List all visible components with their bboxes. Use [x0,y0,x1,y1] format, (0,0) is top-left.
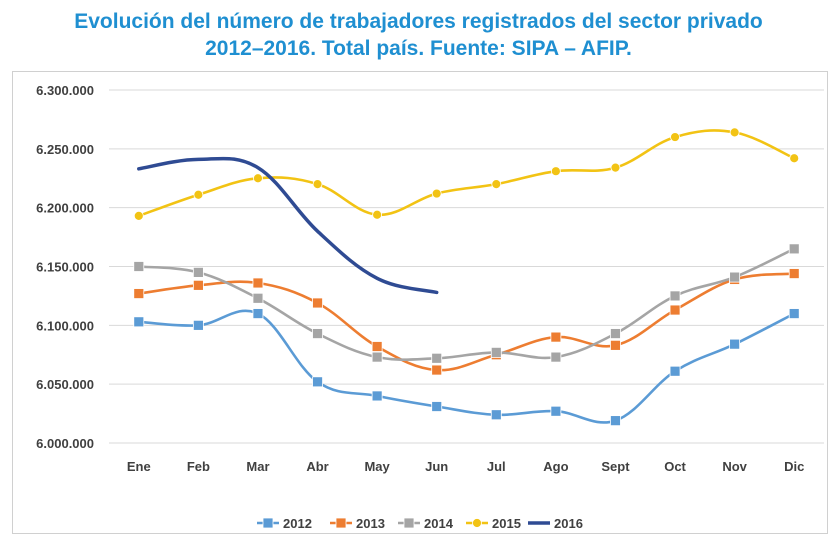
data-point-2013 [550,331,562,343]
data-point-2013 [192,279,204,291]
data-point-2014 [610,328,621,339]
data-point-2014 [788,243,800,255]
x-tick-label: Oct [664,459,686,474]
data-point-2015 [193,189,204,200]
series-line-2016 [137,156,439,295]
x-tick-label: Jul [487,459,506,474]
data-point-2014 [252,292,264,304]
chart-title-line-2: 2012–2016. Total país. Fuente: SIPA – AF… [205,37,632,60]
data-point-2012 [788,308,800,319]
data-point-2014 [371,351,383,363]
data-point-2015 [729,127,740,138]
chart-title: Evolución del número de trabajadores reg… [0,8,837,62]
y-tick-label: 6.050.000 [36,377,94,392]
x-tick-label: Feb [187,459,210,474]
y-tick-label: 6.150.000 [36,260,94,275]
series-line-2012 [137,309,796,424]
data-point-2015 [372,209,383,220]
y-tick-label: 6.100.000 [36,318,94,333]
y-tick-label: 6.200.000 [36,201,94,216]
data-point-2013 [312,297,323,309]
legend-label-2015: 2015 [492,516,521,531]
data-point-2012 [192,319,204,331]
data-point-2015 [550,166,561,177]
data-point-2012 [312,376,323,388]
data-point-2012 [252,308,264,319]
data-point-2012 [490,409,502,421]
chart-title-line-1: Evolución del número de trabajadores reg… [74,10,763,33]
data-point-2015 [431,188,442,199]
legend-label-2013: 2013 [356,516,385,531]
data-point-2015 [670,132,680,142]
x-tick-label: Ene [127,459,151,474]
x-tick-label: Nov [722,459,747,474]
data-point-2014 [133,261,145,272]
x-tick-label: May [364,459,390,474]
series-line-2014 [137,247,796,361]
data-point-2015 [610,162,621,173]
data-point-2015 [789,153,800,164]
legend-label-2014: 2014 [424,516,454,531]
legend-marker-2015 [472,518,482,528]
data-point-2014 [312,328,323,339]
series-line-2015 [137,129,796,218]
data-point-2012 [133,316,145,328]
x-tick-label: Dic [784,459,804,474]
data-point-2013 [788,268,800,279]
data-point-2013 [610,339,621,351]
data-point-2012 [729,338,741,350]
data-point-2013 [133,288,145,299]
data-point-2014 [729,271,741,283]
data-point-2015 [253,173,263,184]
x-tick-label: Sept [601,459,630,474]
legend-marker-2012 [262,517,274,529]
data-point-2014 [431,352,443,364]
data-point-2013 [669,304,681,316]
data-point-2012 [431,401,443,412]
data-point-2014 [490,346,502,358]
legend-label-2016: 2016 [554,516,583,531]
data-point-2012 [371,390,383,402]
y-tick-label: 6.000.000 [36,436,94,451]
data-point-2012 [669,365,681,377]
data-point-2013 [431,364,443,376]
x-tick-label: Abr [306,459,328,474]
data-point-2013 [252,277,264,289]
data-point-2013 [371,341,383,352]
data-point-2015 [312,179,323,190]
data-point-2014 [669,290,681,302]
data-point-2014 [550,351,562,363]
x-tick-label: Mar [246,459,269,474]
legend-marker-2014 [403,517,415,529]
y-tick-label: 6.300.000 [36,83,94,98]
legend-label-2012: 2012 [283,516,312,531]
data-point-2014 [192,266,204,278]
x-tick-label: Ago [543,459,568,474]
chart-frame [12,71,828,534]
x-tick-label: Jun [425,459,448,474]
data-point-2012 [550,405,562,417]
y-tick-label: 6.250.000 [36,142,94,157]
data-point-2012 [610,415,621,427]
data-point-2015 [133,211,144,221]
data-point-2015 [491,179,502,190]
legend-marker-2013 [335,517,347,529]
